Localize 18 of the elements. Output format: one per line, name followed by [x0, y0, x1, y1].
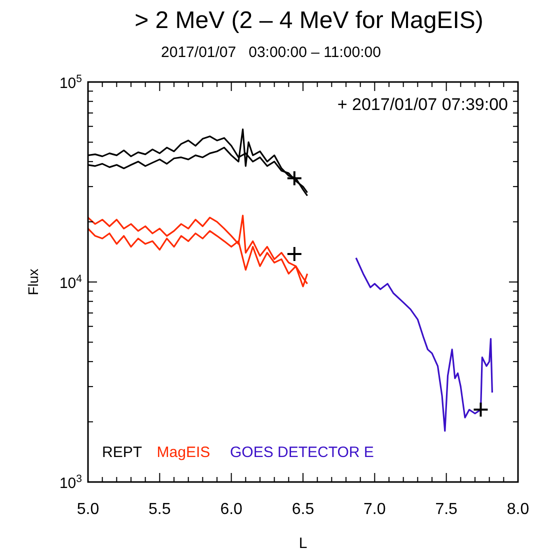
- x-tick-label: 5.0: [76, 501, 100, 518]
- y-tick-label: 10$^{3}$: [59, 473, 82, 492]
- text: REPT: [102, 444, 142, 461]
- text: MagEIS: [156, 444, 210, 461]
- x-tick-label: 7.5: [435, 501, 458, 518]
- x-tick-label: 6.0: [220, 501, 243, 518]
- chart-title: > 2 MeV (2 – 4 MeV for MagEIS): [134, 7, 484, 34]
- x-tick-label: 7.0: [364, 501, 386, 518]
- x-tick-label: 6.5: [292, 501, 314, 518]
- chart-subtitle: 2017/01/07 03:00:00 – 11:00:00: [161, 44, 381, 61]
- y-tick-label: 10$^{4}$: [59, 273, 82, 292]
- x-axis-title: L: [298, 535, 308, 552]
- annotation: + 2017/01/07 07:39:00: [337, 95, 508, 114]
- x-tick-label: 5.5: [148, 501, 171, 518]
- y-axis-title: Flux: [25, 268, 41, 296]
- x-tick-label: 8.0: [506, 501, 530, 518]
- y-tick-label: 10$^{5}$: [59, 73, 82, 92]
- text: GOES DETECTOR E: [230, 444, 374, 461]
